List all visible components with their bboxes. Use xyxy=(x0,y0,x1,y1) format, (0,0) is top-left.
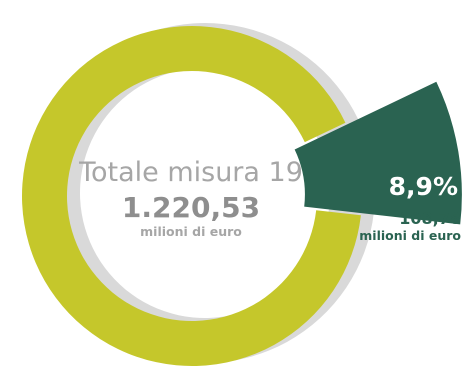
center-title: Totale misura 19 xyxy=(78,157,303,188)
center-total-unit: milioni di euro xyxy=(140,224,242,239)
pie-slice-highlight xyxy=(294,81,462,225)
center-total-value: 1.220,53 xyxy=(122,191,260,224)
slice-value-label: 108,78 xyxy=(399,209,461,228)
slice-unit-label: milioni di euro xyxy=(359,228,461,243)
slice-percent-label: 8,9% xyxy=(389,172,458,201)
